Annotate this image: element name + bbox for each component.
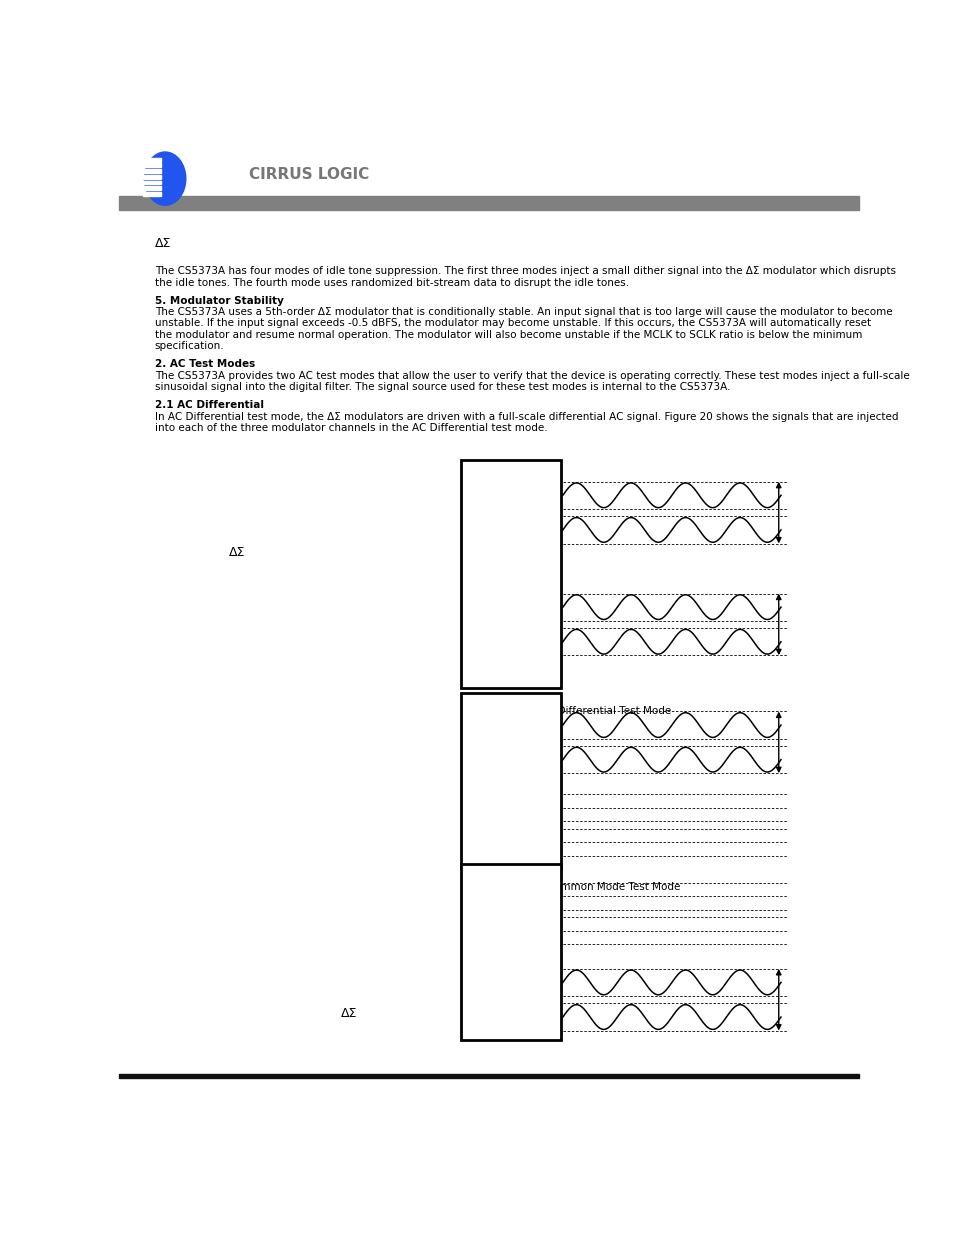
Text: specification.: specification. (154, 341, 224, 351)
Bar (143, 191, 160, 196)
Bar (143, 186, 160, 190)
Text: The CS5373A has four modes of idle tone suppression. The first three modes injec: The CS5373A has four modes of idle tone … (154, 266, 895, 277)
Text: into each of the three modulator channels in the AC Differential test mode.: into each of the three modulator channel… (154, 424, 547, 433)
Text: unstable. If the input signal exceeds -0.5 dBFS, the modulator may become unstab: unstable. If the input signal exceeds -0… (154, 319, 870, 329)
Text: ΔΣ: ΔΣ (154, 237, 171, 249)
Bar (119, 1074, 858, 1078)
Circle shape (144, 152, 186, 205)
Bar (143, 180, 160, 184)
Bar (143, 158, 160, 162)
Bar (143, 163, 160, 167)
Bar (460, 693, 560, 869)
Text: sinusoidal signal into the digital filter. The signal source used for these test: sinusoidal signal into the digital filte… (154, 382, 729, 393)
Text: 5. Modulator Stability: 5. Modulator Stability (154, 295, 283, 305)
Text: The CS5373A uses a 5th-order ΔΣ modulator that is conditionally stable. An input: The CS5373A uses a 5th-order ΔΣ modulato… (154, 308, 891, 317)
Text: Figure 20. AC Differential Test Mode: Figure 20. AC Differential Test Mode (484, 706, 670, 716)
Text: In AC Differential test mode, the ΔΣ modulators are driven with a full-scale dif: In AC Differential test mode, the ΔΣ mod… (154, 411, 898, 421)
Text: ΔΣ: ΔΣ (341, 1007, 357, 1020)
Bar (143, 175, 160, 179)
Text: 2.1 AC Differential: 2.1 AC Differential (154, 400, 263, 410)
Text: ΔΣ: ΔΣ (229, 546, 245, 559)
Text: the modulator and resume normal operation. The modulator will also become unstab: the modulator and resume normal operatio… (154, 330, 862, 340)
Text: the idle tones. The fourth mode uses randomized bit-stream data to disrupt the i: the idle tones. The fourth mode uses ran… (154, 278, 628, 288)
Bar (460, 461, 560, 688)
Text: CIRRUS LOGIC: CIRRUS LOGIC (249, 167, 369, 183)
Text: 2. AC Test Modes: 2. AC Test Modes (154, 359, 254, 369)
Bar (119, 196, 858, 210)
Text: Figure 21. AC Common Mode Test Mode: Figure 21. AC Common Mode Test Mode (474, 882, 680, 893)
Bar (143, 169, 160, 173)
Text: The CS5373A provides two AC test modes that allow the user to verify that the de: The CS5373A provides two AC test modes t… (154, 370, 908, 380)
Bar (460, 864, 560, 1040)
